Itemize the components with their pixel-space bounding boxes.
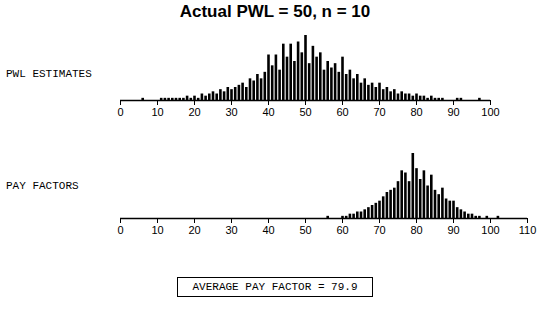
svg-text:100: 100 [481,106,499,118]
svg-text:40: 40 [262,224,274,236]
svg-text:110: 110 [519,224,537,236]
svg-text:30: 30 [225,106,237,118]
html-text:PWL ESTIMATES: PWL ESTIMATES [6,68,92,80]
svg-text:10: 10 [151,224,163,236]
svg-text:70: 70 [373,224,385,236]
svg-text:100: 100 [481,224,499,236]
svg-text:20: 20 [188,224,200,236]
html-text:PAY FACTORS: PAY FACTORS [6,180,79,192]
svg-text:0: 0 [117,106,123,118]
svg-text:30: 30 [225,224,237,236]
svg-text:80: 80 [410,224,422,236]
svg-text:0: 0 [117,224,123,236]
svg-text:50: 50 [299,224,311,236]
svg-text:90: 90 [447,224,459,236]
svg-text:80: 80 [410,106,422,118]
svg-text:90: 90 [447,106,459,118]
svg-text:70: 70 [373,106,385,118]
svg-text:10: 10 [151,106,163,118]
svg-text:60: 60 [336,224,348,236]
html-text:Actual PWL = 50, n = 10: Actual PWL = 50, n = 10 [179,2,371,21]
svg-text:60: 60 [336,106,348,118]
svg-text:20: 20 [188,106,200,118]
html-text:AVERAGE PAY FACTOR = 79.9: AVERAGE PAY FACTOR = 79.9 [192,281,358,293]
svg-text:50: 50 [299,106,311,118]
svg-text:40: 40 [262,106,274,118]
